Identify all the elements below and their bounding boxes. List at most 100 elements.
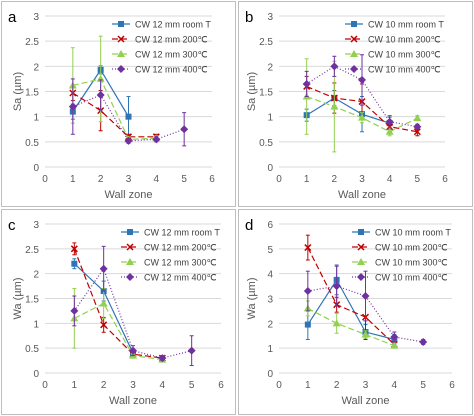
- y-axis-title: Sa (µm): [246, 72, 258, 111]
- series-line: [307, 278, 395, 341]
- legend: CW 10 mm room T CW 10 mm 200℃ CW 10 mm 300…: [352, 228, 451, 283]
- legend-marker: [117, 65, 125, 73]
- panel-border: [238, 209, 473, 415]
- x-tick-label: 0: [42, 380, 48, 391]
- y-tick-label: 1: [33, 113, 39, 124]
- panel-label: c: [8, 217, 16, 234]
- data-point: [358, 113, 366, 121]
- y-tick-label: 1.5: [259, 88, 273, 99]
- data-point: [332, 319, 341, 327]
- x-tick-label: 1: [305, 380, 311, 391]
- x-tick-label: 4: [160, 380, 166, 391]
- legend-entry: CW 12 mm 200℃: [135, 35, 208, 45]
- y-tick-label: 2.5: [25, 37, 39, 48]
- legend-entry: CW 12 mm 400℃: [144, 273, 217, 283]
- data-point: [68, 102, 77, 111]
- x-tick-label: 6: [449, 380, 455, 391]
- legend-entry: CW 10 mm 400℃: [375, 273, 448, 283]
- chart-panel-d: d 0 1 2 3 4 5 6 0 1 2 3 4 5 6 Wall zone Wa (µm) CW 10 mm …: [238, 209, 473, 415]
- x-axis-title: Wall zone: [109, 395, 157, 407]
- legend-entry: CW 12 mm 300℃: [135, 50, 208, 60]
- panel-border: [1, 209, 236, 415]
- data-point: [413, 122, 422, 131]
- series-line: [73, 248, 163, 359]
- y-tick-label: 2: [267, 62, 273, 73]
- legend-entry: CW 10 mm 400℃: [368, 65, 441, 75]
- x-tick-label: 5: [420, 380, 426, 391]
- data-point: [180, 125, 189, 134]
- y-tick-label: 2: [33, 270, 39, 281]
- chart-panel-a: a 0 0.5 1 1.5 2 2.5 3 0 1 2 3 4 5 6 Wall zone Sa (µm) CW …: [1, 1, 236, 207]
- x-tick-label: 1: [70, 174, 76, 185]
- x-tick-label: 5: [415, 174, 421, 185]
- x-tick-label: 3: [359, 174, 365, 185]
- legend-entry: CW 10 mm 300℃: [375, 258, 448, 268]
- legend-marker: [350, 65, 358, 73]
- series-line: [72, 78, 157, 140]
- data-point: [385, 127, 394, 135]
- panel-border: [238, 1, 473, 207]
- chart-panel-b: b 0 0.5 1 1.5 2 2.5 3 0 1 2 3 4 5 6 Wall zone Sa (µm) CW …: [238, 1, 473, 207]
- data-point: [385, 117, 394, 126]
- legend-entry: CW 10 mm 200℃: [368, 35, 441, 45]
- y-tick-label: 1.5: [25, 295, 39, 306]
- data-point: [419, 337, 428, 346]
- x-axis-title: Wall zone: [338, 189, 386, 201]
- y-tick-label: 0.5: [25, 138, 39, 149]
- data-point: [413, 114, 422, 122]
- x-tick-label: 4: [387, 174, 393, 185]
- panel-label: a: [8, 9, 17, 26]
- series-3: [302, 54, 422, 131]
- x-tick-label: 0: [42, 174, 48, 185]
- data-point: [304, 321, 311, 328]
- data-point: [361, 292, 370, 301]
- data-point: [330, 62, 339, 71]
- y-tick-label: 0.5: [259, 138, 273, 149]
- series-line: [307, 247, 395, 345]
- data-point: [413, 128, 421, 136]
- y-tick-label: 6: [267, 220, 273, 231]
- legend-marker: [350, 50, 358, 57]
- y-tick-label: 3: [33, 220, 39, 231]
- data-point: [129, 346, 137, 355]
- x-axis-title: Wall zone: [342, 395, 390, 407]
- data-point: [125, 113, 132, 120]
- data-point: [187, 346, 196, 355]
- y-tick-label: 2: [33, 62, 39, 73]
- legend: CW 12 mm room T CW 12 mm 200℃ CW 12 mm 300…: [112, 20, 211, 75]
- x-tick-label: 2: [332, 174, 338, 185]
- x-tick-label: 3: [130, 380, 136, 391]
- data-point: [330, 102, 339, 110]
- y-tick-label: 2.5: [25, 245, 39, 256]
- series-line: [72, 92, 157, 138]
- x-tick-label: 6: [218, 380, 224, 391]
- data-point: [158, 354, 167, 363]
- data-point: [302, 79, 311, 88]
- x-tick-label: 1: [72, 380, 78, 391]
- x-tick-label: 1: [304, 174, 310, 185]
- data-point: [99, 299, 108, 307]
- data-point: [361, 330, 370, 338]
- x-tick-label: 2: [98, 174, 104, 185]
- y-tick-label: 4: [267, 270, 273, 281]
- series-line: [306, 97, 390, 124]
- y-tick-label: 3: [33, 12, 39, 23]
- legend-entry: CW 12 mm room T: [144, 228, 220, 238]
- y-axis-title: Wa (µm): [12, 278, 24, 320]
- x-tick-label: 5: [181, 174, 187, 185]
- legend: CW 12 mm room T CW 12 mm 200℃ CW 12 mm 300…: [121, 228, 220, 283]
- legend-marker: [117, 50, 125, 57]
- legend-marker: [351, 21, 357, 27]
- panel-border: [1, 1, 236, 207]
- legend-entry: CW 12 mm 200℃: [144, 243, 217, 253]
- y-tick-label: 3: [267, 295, 273, 306]
- x-tick-label: 4: [154, 174, 160, 185]
- legend-marker: [350, 35, 358, 43]
- data-point: [99, 264, 108, 273]
- legend-entry: CW 10 mm 300℃: [368, 50, 441, 60]
- legend-marker: [126, 243, 134, 251]
- series-3: [70, 245, 196, 367]
- y-tick-label: 3: [267, 12, 273, 23]
- legend-entry: CW 10 mm room T: [368, 20, 444, 30]
